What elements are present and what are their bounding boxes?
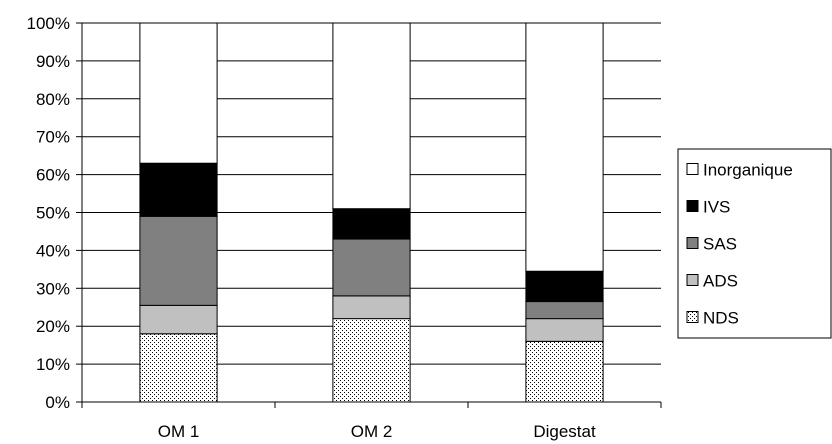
- legend-swatch-ivs: [686, 200, 699, 212]
- bar-segment-nds: [525, 340, 604, 403]
- y-tick-label: 0%: [45, 393, 70, 412]
- legend-swatch-inorganique: [686, 163, 699, 175]
- y-tick-label: 30%: [36, 279, 70, 298]
- bar-segment-sas: [332, 238, 411, 297]
- y-tick-label: 100%: [27, 14, 70, 33]
- bar-segment-ivs: [332, 208, 411, 240]
- legend-label-ivs: IVS: [703, 198, 730, 217]
- bar-segment-sas: [139, 215, 218, 306]
- y-tick-label: 10%: [36, 355, 70, 374]
- legend-box: [677, 148, 832, 339]
- y-tick-label: 70%: [36, 128, 70, 147]
- bar-segment-inorganique: [332, 22, 411, 210]
- y-tick-label: 40%: [36, 241, 70, 260]
- bar-segment-ads: [525, 318, 604, 342]
- y-tick-label: 50%: [36, 204, 70, 223]
- bar-segment-nds: [139, 333, 218, 403]
- x-tick-label: Digestat: [533, 422, 596, 441]
- bar-segment-inorganique: [525, 22, 604, 272]
- y-tick-label: 80%: [36, 90, 70, 109]
- y-tick-label: 20%: [36, 317, 70, 336]
- legend-label-ads: ADS: [703, 272, 738, 291]
- legend-swatch-sas: [686, 237, 699, 249]
- tick-labels: 0% 10% 20% 30% 40% 50% 60% 70% 80% 90% 100% OM 1 OM …: [27, 14, 596, 441]
- bars: [139, 22, 604, 403]
- legend-swatch-ads: [686, 274, 699, 286]
- y-tick-label: 60%: [36, 166, 70, 185]
- bar-segment-inorganique: [139, 22, 218, 164]
- legend-label-inorganique: Inorganique: [703, 161, 793, 180]
- legend-swatch-nds: [686, 311, 699, 323]
- legend-label-sas: SAS: [703, 235, 737, 254]
- legend: Inorganique IVS SAS ADS NDS: [677, 148, 832, 339]
- y-tick-label: 90%: [36, 52, 70, 71]
- bar-segment-sas: [525, 301, 604, 320]
- legend-label-nds: NDS: [703, 309, 739, 328]
- bar-segment-ivs: [139, 162, 218, 217]
- bar-segment-nds: [332, 318, 411, 403]
- bar-segment-ivs: [525, 270, 604, 303]
- bar-segment-ads: [139, 304, 218, 335]
- x-tick-label: OM 2: [351, 422, 393, 441]
- x-tick-label: OM 1: [158, 422, 200, 441]
- bar-segment-ads: [332, 295, 411, 320]
